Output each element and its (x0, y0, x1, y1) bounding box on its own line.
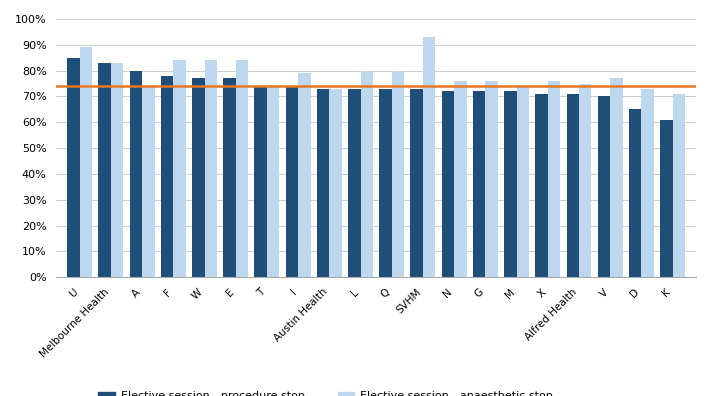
Bar (286, 86, 298, 277)
Bar (547, 81, 560, 277)
Bar (205, 60, 217, 277)
Bar (598, 97, 610, 277)
Bar (473, 91, 486, 277)
Bar (442, 91, 454, 277)
Bar (610, 78, 623, 277)
Bar (629, 109, 641, 277)
Bar (504, 91, 517, 277)
Bar (410, 89, 423, 277)
Bar (255, 86, 267, 277)
Bar (298, 73, 311, 277)
Bar (111, 63, 124, 277)
Bar (161, 76, 173, 277)
Bar (348, 89, 360, 277)
Bar (517, 86, 529, 277)
Bar (673, 94, 685, 277)
Bar (454, 81, 466, 277)
Bar (579, 84, 592, 277)
Bar (423, 37, 435, 277)
Bar (360, 70, 373, 277)
Bar (567, 94, 579, 277)
Bar (641, 89, 654, 277)
Bar (317, 89, 329, 277)
Bar (223, 78, 236, 277)
Bar (267, 86, 279, 277)
Bar (660, 120, 673, 277)
Bar (80, 48, 92, 277)
Bar (379, 89, 392, 277)
Bar (236, 60, 248, 277)
Bar (329, 89, 342, 277)
Bar (129, 70, 142, 277)
Bar (142, 86, 154, 277)
Bar (192, 78, 205, 277)
Bar (68, 58, 80, 277)
Bar (486, 81, 498, 277)
Bar (98, 63, 111, 277)
Bar (392, 70, 405, 277)
Bar (535, 94, 547, 277)
Bar (173, 60, 186, 277)
